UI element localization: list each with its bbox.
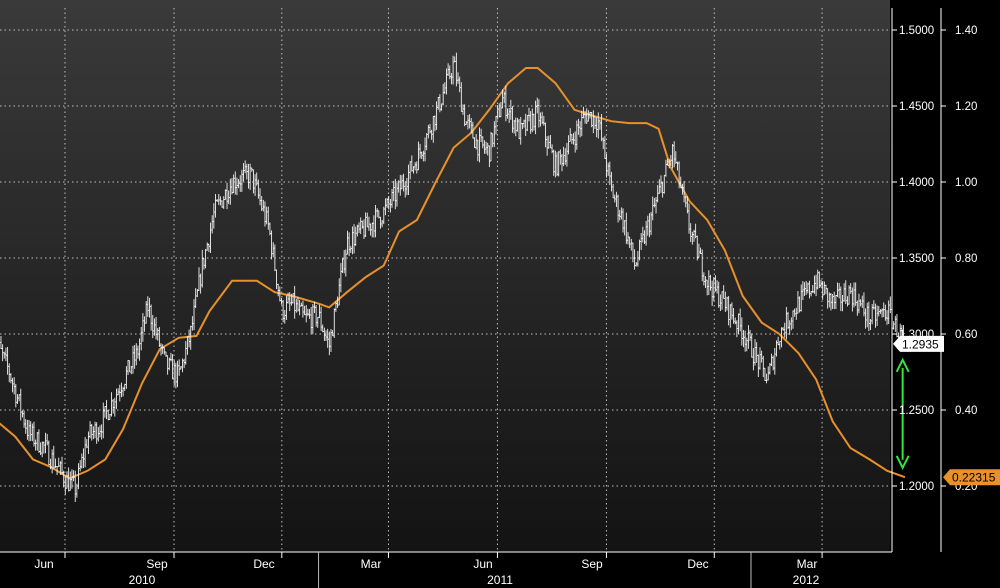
- x-month-label: Dec: [687, 557, 708, 571]
- arrow-head-up: [895, 357, 910, 373]
- x-month-label: Dec: [253, 557, 274, 571]
- left-scale-tick-label: 1.4500: [899, 101, 934, 113]
- right-scale-tick-label: 0.40: [955, 405, 977, 417]
- price-series: [0, 52, 905, 503]
- right-scale-tick-label: 0.60: [955, 329, 977, 341]
- range-arrow: [895, 357, 910, 470]
- right-scale-tick-label: 1.20: [955, 101, 977, 113]
- x-year-label: 2012: [793, 573, 820, 587]
- right-scale-tick-label: 0.80: [955, 253, 977, 265]
- x-month-label: Mar: [797, 557, 818, 571]
- x-month-label: Sep: [581, 557, 603, 571]
- orange-line: [0, 67, 906, 480]
- x-year-label: 2011: [487, 573, 513, 587]
- x-year-label: 2010: [129, 573, 156, 587]
- x-axis: Jun Sep Dec Mar Jun Sep Dec Mar 2010 2011 2012: [0, 551, 892, 588]
- x-month-label: Jun: [34, 557, 53, 571]
- left-scale-tick-label: 1.2500: [899, 405, 934, 417]
- left-scale-tick-label: 1.5000: [899, 25, 934, 37]
- right-scale-tick-label: 1.40: [955, 25, 977, 37]
- orange-series: [0, 67, 906, 480]
- last-price-label: 1.2935: [902, 337, 939, 351]
- last-orange-tag: [943, 469, 1000, 486]
- arrow-head-down: [895, 455, 910, 470]
- left-scale-tick-label: 1.2000: [899, 481, 934, 493]
- x-month-label: Jun: [473, 557, 492, 571]
- left-scale-tick-label: 1.4000: [899, 177, 934, 189]
- left-scale-tick-label: 1.3500: [899, 253, 934, 265]
- last-price-tag: [893, 335, 944, 352]
- last-orange-label: 0.22315: [952, 471, 996, 485]
- right-axis: 1.50001.45001.40001.35001.30001.25001.20…: [891, 8, 1000, 552]
- x-month-label: Sep: [146, 557, 168, 571]
- x-month-label: Mar: [361, 557, 382, 571]
- right-scale-tick-label: 1.00: [955, 177, 977, 189]
